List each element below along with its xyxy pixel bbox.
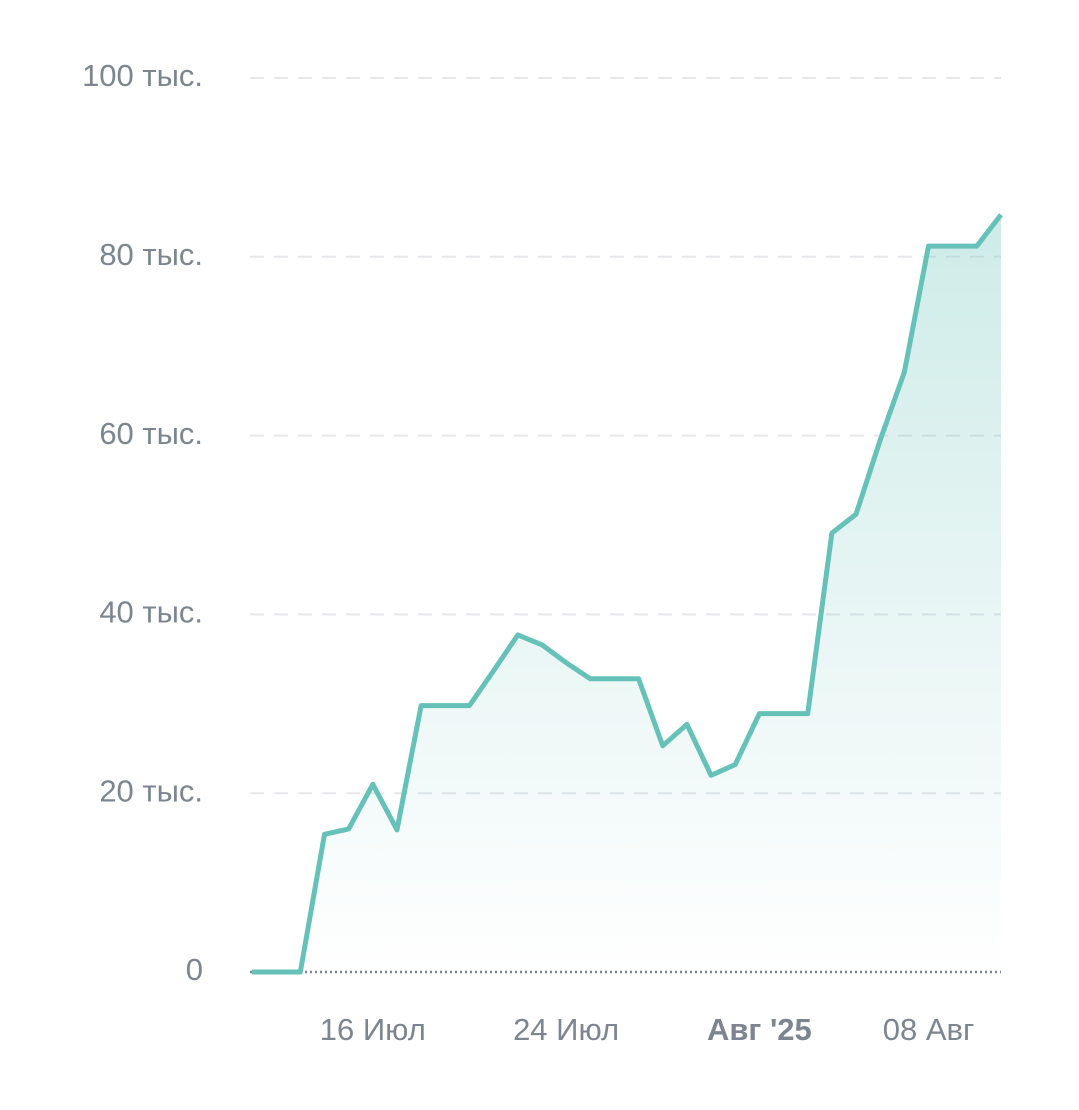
area-fill (252, 214, 1001, 973)
y-tick-label: 100 тыс. (82, 58, 203, 93)
y-tick-label: 40 тыс. (99, 595, 203, 630)
y-tick-label: 20 тыс. (99, 773, 203, 808)
x-tick-label: 08 Авг (883, 1012, 975, 1047)
line (252, 213, 1003, 975)
x-tick-label: Авг '25 (707, 1012, 812, 1047)
x-tick-label: 16 Июл (320, 1012, 426, 1047)
y-tick-label: 0 (186, 952, 203, 987)
y-tick-label: 60 тыс. (99, 416, 203, 451)
x-tick-label: 24 Июл (513, 1012, 619, 1047)
y-tick-label: 80 тыс. (99, 237, 203, 272)
